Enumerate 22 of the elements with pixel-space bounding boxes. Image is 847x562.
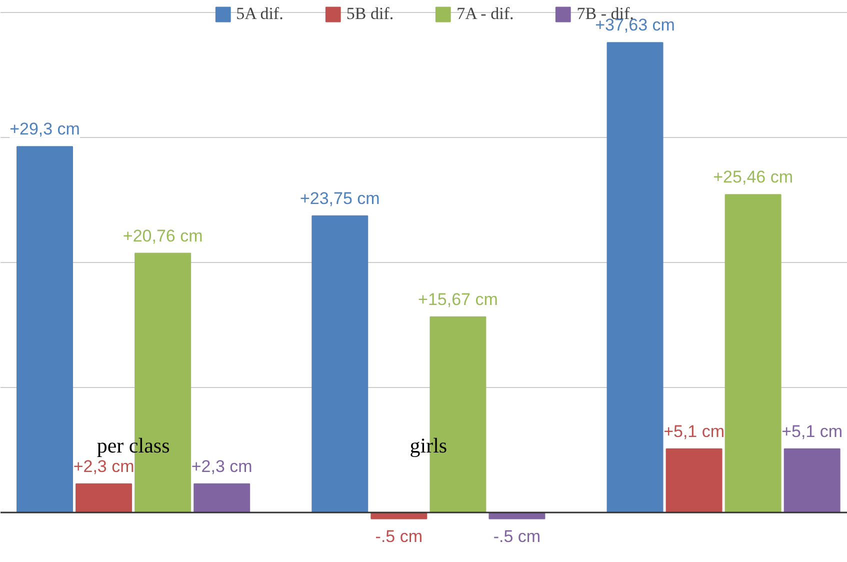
data-label: +20,76 cm xyxy=(122,226,203,246)
data-label: +2,3 cm xyxy=(73,456,134,476)
data-label: +23,75 cm xyxy=(300,188,380,208)
bar xyxy=(16,146,74,514)
data-label: +15,67 cm xyxy=(418,290,498,309)
data-label: -.5 cm xyxy=(493,526,541,546)
data-label: +29,3 cm xyxy=(10,120,80,139)
data-label: +5,1 cm xyxy=(782,422,843,441)
bar xyxy=(666,448,722,514)
bar xyxy=(76,483,132,514)
data-label: +5,1 cm xyxy=(664,422,725,441)
bar xyxy=(194,483,250,514)
bar xyxy=(606,42,664,514)
legend-label: 7A - dif. xyxy=(456,4,514,24)
legend-label: 5A dif. xyxy=(236,4,284,24)
bar xyxy=(724,194,782,514)
legend-label: 5B dif. xyxy=(346,4,394,24)
data-label: -.5 cm xyxy=(375,526,423,546)
bar xyxy=(784,448,840,514)
data-label: +25,46 cm xyxy=(713,168,793,187)
bar xyxy=(312,215,368,514)
data-label: +2,3 cm xyxy=(191,456,252,476)
